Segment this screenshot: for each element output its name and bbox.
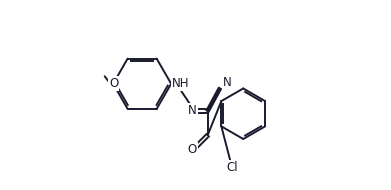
Text: Cl: Cl [226, 161, 238, 174]
Text: O: O [109, 77, 118, 90]
Text: O: O [188, 143, 197, 156]
Text: N: N [188, 105, 197, 117]
Text: N: N [222, 76, 231, 89]
Text: NH: NH [172, 77, 189, 90]
